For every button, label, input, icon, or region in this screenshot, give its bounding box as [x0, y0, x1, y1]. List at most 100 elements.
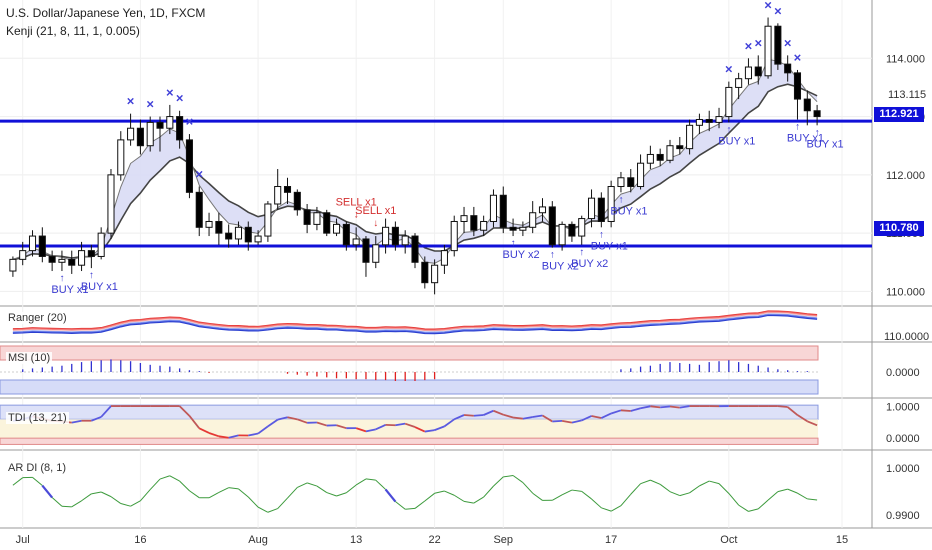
bull-candle-body	[607, 186, 615, 222]
buy-signal-label: BUY x1	[807, 138, 844, 150]
tdi-line-segment	[561, 420, 573, 424]
sell-arrow: ↓	[354, 209, 359, 220]
candle	[676, 136, 684, 155]
candle	[489, 189, 497, 228]
current-price-label: 113.115	[888, 89, 927, 101]
msi-y-tick: 0.0000	[886, 367, 920, 379]
bull-candle-body	[205, 220, 213, 228]
candle	[166, 104, 174, 135]
tdi-line-segment	[522, 416, 533, 420]
bull-candle-body	[28, 235, 37, 252]
bear-candle-body	[568, 223, 576, 237]
bear-candle-body	[793, 72, 802, 100]
ardi-line-segment	[228, 487, 239, 490]
tdi-line-segment	[355, 427, 367, 433]
ardi-line-segment	[640, 479, 651, 485]
candle	[215, 212, 223, 245]
y-tick-label: 112.000	[886, 170, 925, 182]
bull-candle-body	[234, 226, 243, 240]
ardi-line-segment	[738, 504, 749, 512]
buy-arrow: ↑	[89, 270, 94, 281]
candle	[460, 206, 468, 234]
ardi-line-segment	[493, 476, 504, 487]
bull-candle-body	[78, 250, 86, 266]
tdi-line-segment	[581, 415, 592, 422]
signal-x-marker: ×	[794, 50, 802, 65]
bear-candle-body	[676, 145, 684, 150]
bull-candle-body	[313, 212, 321, 225]
candle	[146, 116, 154, 152]
bull-candle-body	[519, 226, 527, 231]
buy-arrow: ↑	[618, 194, 623, 205]
x-tick-label: 22	[428, 534, 440, 546]
tdi-line-segment	[395, 422, 406, 427]
candle	[548, 201, 556, 248]
ardi-line-segment	[414, 500, 426, 509]
ardi-line-segment	[444, 490, 455, 496]
bull-candle-body	[587, 197, 596, 220]
candle	[38, 227, 46, 263]
tdi-line-segment	[787, 406, 799, 416]
tdi-line-segment	[267, 418, 279, 428]
ardi-y-tick: 0.9900	[886, 510, 920, 522]
ardi-line-segment	[601, 507, 612, 512]
resistance-price-badge: 112.921	[874, 107, 924, 122]
candle	[705, 110, 713, 132]
ardi-line-segment	[287, 487, 298, 499]
candle	[538, 198, 547, 222]
tdi-line-segment	[336, 424, 347, 430]
signal-x-marker: ×	[745, 38, 753, 53]
tdi-line-segment	[71, 419, 82, 424]
tdi-line-segment	[796, 414, 808, 423]
ardi-line-segment	[463, 500, 474, 504]
ardi-line-segment	[336, 492, 347, 497]
signal-x-marker: ×	[186, 114, 194, 129]
bear-candle-body	[470, 215, 478, 231]
ardi-line-segment	[512, 475, 524, 483]
x-tick-label: Aug	[248, 534, 268, 546]
bull-candle-body	[489, 194, 497, 222]
buy-arrow: ↑	[59, 273, 64, 284]
ardi-line-segment	[581, 490, 592, 500]
ardi-line-segment	[395, 501, 406, 510]
candle	[323, 209, 331, 237]
bear-candle-body	[656, 153, 664, 161]
tdi-line-segment	[453, 414, 465, 421]
ardi-line-segment	[81, 493, 92, 502]
bull-candle-body	[637, 162, 645, 188]
candle	[617, 171, 625, 193]
tdi-line-segment	[248, 432, 259, 437]
ardi-line-segment	[306, 482, 318, 487]
candle	[568, 221, 576, 242]
bull-candle-body	[538, 206, 547, 214]
bull-candle-body	[695, 118, 703, 126]
ardi-line-segment	[326, 492, 337, 497]
bear-candle-body	[705, 118, 713, 123]
tdi-line-segment	[493, 409, 504, 416]
candle	[764, 17, 772, 79]
bear-candle-body	[421, 261, 429, 284]
bear-candle-body	[754, 66, 762, 77]
tdi-y-tick: 1.0000	[886, 402, 920, 414]
bull-candle-body	[352, 238, 360, 246]
candle	[68, 250, 76, 274]
tdi-lower-zone	[0, 437, 819, 445]
candle	[793, 69, 802, 120]
ardi-line-segment	[51, 497, 63, 507]
tdi-line-segment	[571, 419, 582, 424]
tdi-line-segment	[414, 426, 426, 433]
tdi-line-segment	[679, 405, 690, 409]
bull-candle-body	[254, 235, 262, 243]
bull-candle-body	[460, 215, 468, 222]
candle	[686, 119, 694, 155]
buy-signal-label: BUY x1	[718, 135, 755, 147]
candle	[176, 110, 184, 149]
bull-candle-body	[735, 78, 743, 88]
bull-candle-body	[382, 226, 390, 246]
bull-candle-body	[431, 264, 439, 284]
ardi-line-segment	[110, 496, 122, 504]
buy-signal-label: BUY x1	[787, 132, 824, 144]
ardi-line-segment	[91, 491, 102, 495]
tdi-line-segment	[777, 405, 788, 408]
